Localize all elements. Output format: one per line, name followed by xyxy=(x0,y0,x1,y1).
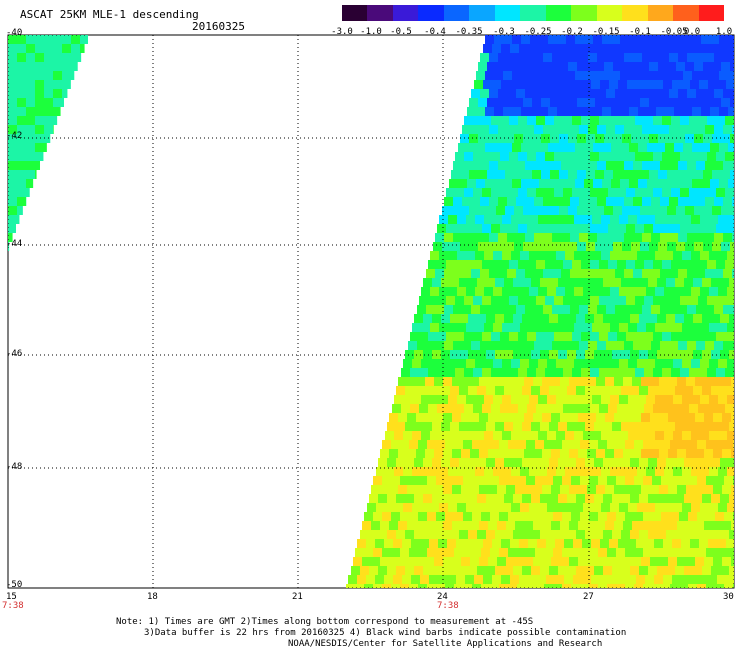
lon-label-18: 18 xyxy=(147,592,158,602)
lon-label-27: 27 xyxy=(583,592,594,602)
note-line-3: NOAA/NESDIS/Center for Satellite Applica… xyxy=(288,639,602,649)
note-line-1: Note: 1) Times are GMT 2)Times along bot… xyxy=(116,617,533,627)
note-line-2: 3)Data buffer is 22 hrs from 20160325 4)… xyxy=(144,628,626,638)
time-label-left: 7:38 xyxy=(2,601,24,611)
lat-label-48: -48 xyxy=(6,462,22,472)
lat-label-46: -46 xyxy=(6,349,22,359)
time-label-right: 7:38 xyxy=(437,601,459,611)
lat-label-44: -44 xyxy=(6,239,22,249)
lat-label-40: -40 xyxy=(6,28,22,38)
lon-label-30: 30 xyxy=(723,592,734,602)
lat-label-50: -50 xyxy=(6,580,22,590)
lat-label-42: -42 xyxy=(6,131,22,141)
lon-label-21: 21 xyxy=(292,592,303,602)
map-plot xyxy=(0,0,740,650)
